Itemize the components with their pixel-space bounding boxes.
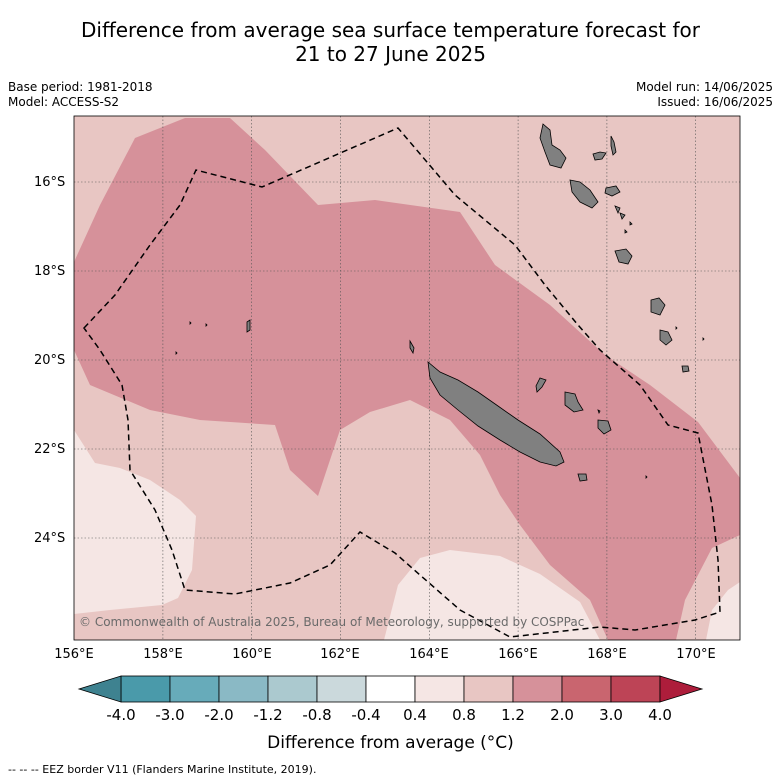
anomaly-field <box>74 116 740 640</box>
ambae-island <box>592 151 607 161</box>
small-reef-4 <box>645 475 648 479</box>
colorbar-title: Difference from average (°C) <box>267 733 514 753</box>
colorbar-swatch <box>463 675 514 703</box>
ouvea-island <box>535 377 547 393</box>
lat-label-18s: 18°S <box>34 264 66 279</box>
field-band-04-08-southeast <box>706 582 740 640</box>
title-line-2: 21 to 27 June 2025 <box>295 42 486 66</box>
colorbar-swatch <box>610 675 661 703</box>
model-run: Model run: 14/06/2025 <box>635 80 773 94</box>
lat-label-22s: 22°S <box>34 442 66 457</box>
lon-label-160e: 160°E <box>232 647 272 662</box>
field-band-04-08-southwest <box>74 430 196 614</box>
colorbar-tick: -0.8 <box>302 706 332 724</box>
colorbar-swatch <box>512 675 563 703</box>
lon-label-170e: 170°E <box>676 647 716 662</box>
colorbar-tick: 2.0 <box>550 706 574 724</box>
lon-label-158e: 158°E <box>143 647 183 662</box>
small-reef-1 <box>189 321 192 325</box>
lat-label-20s: 20°S <box>34 353 66 368</box>
lon-label-166e: 166°E <box>498 647 538 662</box>
grid-lines <box>74 116 740 640</box>
lon-label-156e: 156°E <box>54 647 94 662</box>
ambrym-island <box>604 185 621 197</box>
colorbar-tick: -1.2 <box>253 706 283 724</box>
colorbar-swatch <box>365 675 416 703</box>
colorbar-swatch <box>267 675 318 703</box>
tiga-island <box>597 409 601 415</box>
colorbar-swatch <box>561 675 612 703</box>
malekula-island <box>569 179 599 209</box>
espiritu-santo <box>539 123 567 169</box>
small-reef-2 <box>205 323 208 327</box>
tanna-island <box>659 329 673 346</box>
colorbar-swatch <box>169 675 220 703</box>
land-masses <box>175 123 705 482</box>
eez-legend-footer: -- -- -- EEZ border V11 (Flanders Marine… <box>8 763 317 776</box>
lat-label-24s: 24°S <box>34 531 66 546</box>
mare-island <box>597 419 612 435</box>
colorbar-tick: 0.4 <box>403 706 427 724</box>
epi-island <box>614 205 621 215</box>
field-band-12-20 <box>74 118 740 640</box>
base-period: Base period: 1981-2018 <box>8 80 153 94</box>
lon-label-164e: 164°E <box>409 647 449 662</box>
colorbar-over-arrow <box>659 675 704 703</box>
colorbar-swatch <box>414 675 465 703</box>
small-reef-6 <box>629 221 633 226</box>
copyright-notice: © Commonwealth of Australia 2025, Bureau… <box>79 615 585 629</box>
erromango-island <box>650 297 666 316</box>
isle-of-pines <box>577 473 588 482</box>
colorbar-under-arrow <box>77 675 122 703</box>
field-band-04-08-south <box>384 550 600 640</box>
colorbar-tick: -0.4 <box>351 706 381 724</box>
colorbar-tick: -2.0 <box>204 706 234 724</box>
pentecost-island <box>610 135 617 156</box>
lifou-island <box>564 391 584 413</box>
colorbar-swatch <box>316 675 367 703</box>
futuna-island <box>675 326 678 330</box>
new-caledonia-main-island <box>427 361 565 467</box>
aniwa-island <box>702 337 705 341</box>
eez-border <box>83 127 721 638</box>
colorbar-swatch <box>120 675 171 703</box>
aneityum-island <box>681 365 690 373</box>
colorbar-tick: 3.0 <box>599 706 623 724</box>
chesterfield-islands <box>246 319 251 333</box>
title-line-1: Difference from average sea surface temp… <box>80 18 700 42</box>
colorbar-tick: 0.8 <box>452 706 476 724</box>
small-reef-5 <box>624 229 628 234</box>
colorbar-tick: -3.0 <box>155 706 185 724</box>
meta-left: Base period: 1981-2018 Model: ACCESS-S2 <box>8 80 153 110</box>
colorbar-swatch <box>218 675 269 703</box>
meta-right: Model run: 14/06/2025 Issued: 16/06/2025 <box>636 80 773 110</box>
lon-label-162e: 162°E <box>320 647 360 662</box>
colorbar-tick: 1.2 <box>501 706 525 724</box>
lat-label-16s: 16°S <box>34 175 66 190</box>
model-name: Model: ACCESS-S2 <box>8 95 120 109</box>
small-reef-3 <box>175 351 178 355</box>
map-title: Difference from average sea surface temp… <box>0 18 781 66</box>
map-frame <box>73 115 741 641</box>
colorbar <box>77 675 704 703</box>
belep-islands <box>409 339 415 355</box>
colorbar-tick: 4.0 <box>648 706 672 724</box>
shepherd-islands <box>619 212 626 220</box>
issued-date: Issued: 16/06/2025 <box>657 95 773 109</box>
colorbar-tick: -4.0 <box>106 706 136 724</box>
efate-island <box>614 248 633 265</box>
lon-label-168e: 168°E <box>587 647 627 662</box>
